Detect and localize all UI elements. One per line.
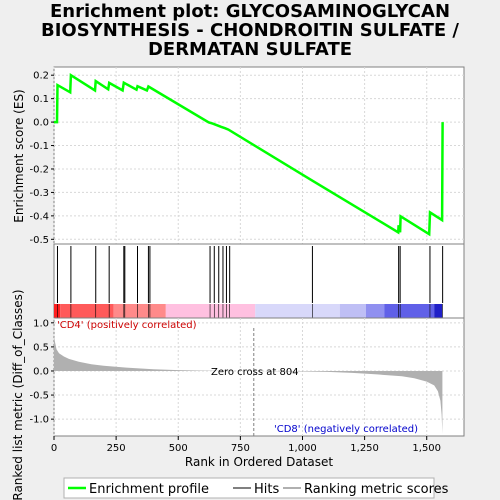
- x-tick-label: 500: [169, 443, 188, 454]
- ranking-y-tick-label: -1.0: [29, 415, 49, 426]
- ranking-y-ticks: 1.0 0.5 0.0 -0.5 -1.0: [29, 318, 54, 426]
- ranking-y-tick-label: 0.5: [33, 342, 49, 353]
- zero-cross-label: Zero cross at 804: [211, 367, 299, 378]
- color-bar-segment: [113, 304, 166, 318]
- ranking-y-tick-label: -0.5: [29, 391, 49, 402]
- title-line-1: Enrichment plot: GLYCOSAMINOGLYCAN: [49, 1, 451, 22]
- es-y-tick-label: -0.2: [29, 164, 49, 175]
- x-tick-label: 1,250: [350, 443, 379, 454]
- rank-color-bar: [54, 304, 443, 318]
- title-line-2: BIOSYNTHESIS - CHONDROITIN SULFATE /: [40, 20, 460, 41]
- x-tick-label: 1,000: [288, 443, 317, 454]
- color-bar-segment: [434, 304, 443, 318]
- x-tick-label: 1,500: [412, 443, 441, 454]
- es-y-axis-label: Enrichment score (ES): [12, 89, 26, 222]
- ranking-y-tick-label: 1.0: [33, 318, 49, 329]
- color-bar-segment: [54, 304, 61, 318]
- ranking-y-axis-label: Ranked list metric (Diff_of_Classes): [11, 289, 25, 500]
- title-line-3: DERMATAN SULFATE: [147, 39, 353, 60]
- color-bar-segment: [384, 304, 435, 318]
- hits-marks: [56, 246, 444, 303]
- legend-profile-label: Enrichment profile: [89, 482, 209, 497]
- es-y-tick-label: -0.3: [29, 188, 49, 199]
- x-ticks: 0 250 500 750 1,000 1,250 1,500: [51, 436, 441, 454]
- es-panel: [53, 66, 465, 245]
- es-y-tick-label: 0.1: [33, 94, 49, 105]
- es-grid: [53, 67, 464, 244]
- es-y-tick-label: -0.1: [29, 141, 49, 152]
- legend-hits-label: Hits: [254, 482, 279, 497]
- color-bar-segment: [60, 304, 114, 318]
- enrichment-profile-line: [54, 72, 444, 237]
- x-tick-label: 0: [51, 443, 57, 454]
- positive-class-label: 'CD4' (positively correlated): [57, 320, 197, 331]
- es-y-tick-label: 0.0: [33, 118, 49, 129]
- negative-class-label: 'CD8' (negatively correlated): [274, 424, 418, 435]
- es-y-tick-label: -0.4: [29, 211, 49, 222]
- es-y-tick-label: -0.5: [29, 235, 49, 246]
- x-tick-label: 250: [107, 443, 126, 454]
- x-tick-label: 750: [231, 443, 250, 454]
- ranking-panel: [53, 317, 465, 437]
- color-bar-segment: [365, 304, 385, 318]
- chart-title: Enrichment plot: GLYCOSAMINOGLYCAN BIOSY…: [0, 2, 500, 59]
- es-y-tick-label: 0.2: [33, 71, 49, 82]
- legend-metric-label: Ranking metric scores: [304, 482, 449, 497]
- x-axis-label: Rank in Ordered Dataset: [185, 455, 333, 469]
- color-bar-segment: [339, 304, 366, 318]
- color-bar-segment: [165, 304, 256, 318]
- ranking-y-tick-label: 0.0: [33, 366, 49, 377]
- es-y-ticks: 0.2 0.1 0.0 -0.1 -0.2 -0.3 -0.4 -0.5: [29, 71, 54, 246]
- color-bar-segment: [255, 304, 340, 318]
